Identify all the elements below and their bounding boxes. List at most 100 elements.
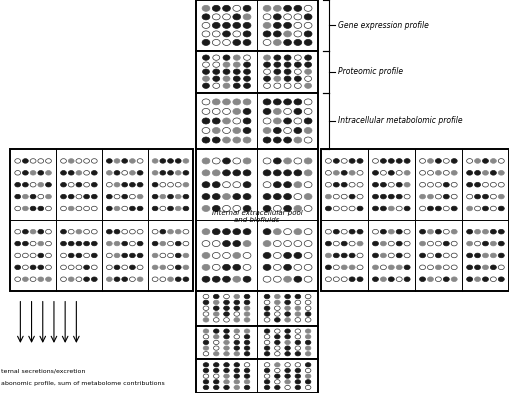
Circle shape <box>233 229 241 235</box>
Circle shape <box>160 194 166 199</box>
Circle shape <box>498 253 504 258</box>
Circle shape <box>264 69 270 74</box>
Circle shape <box>183 230 189 234</box>
Circle shape <box>264 300 270 305</box>
Circle shape <box>284 99 292 105</box>
Circle shape <box>61 206 67 211</box>
Circle shape <box>114 241 120 246</box>
Circle shape <box>294 241 302 246</box>
Circle shape <box>152 182 158 187</box>
Circle shape <box>295 380 301 384</box>
Circle shape <box>274 62 281 67</box>
Circle shape <box>122 194 128 199</box>
Circle shape <box>404 171 410 175</box>
Circle shape <box>285 385 290 389</box>
Circle shape <box>304 276 312 282</box>
Circle shape <box>61 159 67 163</box>
Circle shape <box>396 265 402 270</box>
Bar <box>321 149 509 291</box>
Circle shape <box>114 230 120 234</box>
Circle shape <box>213 374 219 378</box>
Circle shape <box>114 194 120 199</box>
Circle shape <box>233 99 241 105</box>
Circle shape <box>483 230 489 234</box>
Circle shape <box>284 14 292 20</box>
Circle shape <box>428 265 434 270</box>
Circle shape <box>490 277 496 281</box>
Circle shape <box>304 127 312 134</box>
Circle shape <box>333 206 340 211</box>
Circle shape <box>76 159 82 163</box>
Circle shape <box>474 241 480 246</box>
Circle shape <box>243 14 251 20</box>
Circle shape <box>483 253 489 258</box>
Circle shape <box>175 241 181 246</box>
Circle shape <box>325 206 331 211</box>
Circle shape <box>22 182 29 187</box>
Circle shape <box>285 374 290 378</box>
Circle shape <box>106 182 112 187</box>
Circle shape <box>264 294 270 299</box>
Circle shape <box>451 206 457 211</box>
Circle shape <box>212 229 220 235</box>
Circle shape <box>284 127 292 134</box>
Circle shape <box>396 277 402 281</box>
Circle shape <box>223 318 230 322</box>
Circle shape <box>137 159 143 163</box>
Circle shape <box>122 171 128 175</box>
Circle shape <box>129 230 135 234</box>
Circle shape <box>273 118 281 124</box>
Circle shape <box>294 170 302 176</box>
Circle shape <box>305 385 311 389</box>
Circle shape <box>233 194 241 200</box>
Circle shape <box>305 62 312 67</box>
Circle shape <box>222 127 231 134</box>
Circle shape <box>419 253 426 258</box>
Circle shape <box>304 31 312 37</box>
Circle shape <box>341 265 347 270</box>
Circle shape <box>61 194 67 199</box>
Circle shape <box>203 62 209 67</box>
Circle shape <box>129 265 135 270</box>
Circle shape <box>38 171 44 175</box>
Circle shape <box>435 241 441 246</box>
Circle shape <box>106 159 112 163</box>
Circle shape <box>285 334 290 339</box>
Circle shape <box>203 385 209 389</box>
Circle shape <box>203 318 209 322</box>
Circle shape <box>325 182 331 187</box>
Circle shape <box>264 385 270 389</box>
Circle shape <box>388 159 394 163</box>
Circle shape <box>15 159 21 163</box>
Circle shape <box>349 230 355 234</box>
Circle shape <box>341 277 347 281</box>
Circle shape <box>349 194 355 199</box>
Circle shape <box>167 241 174 246</box>
Circle shape <box>284 194 292 200</box>
Circle shape <box>61 230 67 234</box>
Circle shape <box>263 99 271 105</box>
Circle shape <box>305 294 311 299</box>
Circle shape <box>341 171 347 175</box>
Circle shape <box>357 206 363 211</box>
Circle shape <box>474 253 480 258</box>
Circle shape <box>224 334 229 339</box>
Circle shape <box>160 230 166 234</box>
Circle shape <box>175 182 181 187</box>
Circle shape <box>380 171 386 175</box>
Circle shape <box>76 194 82 199</box>
Circle shape <box>244 334 250 339</box>
Circle shape <box>212 118 220 124</box>
Circle shape <box>274 374 280 378</box>
Circle shape <box>212 39 220 46</box>
Circle shape <box>222 31 231 37</box>
Circle shape <box>76 182 82 187</box>
Circle shape <box>203 312 209 316</box>
Circle shape <box>284 108 292 114</box>
Circle shape <box>30 265 36 270</box>
Circle shape <box>349 171 355 175</box>
Circle shape <box>451 277 457 281</box>
Circle shape <box>243 137 251 143</box>
Circle shape <box>202 22 210 28</box>
Circle shape <box>349 182 355 187</box>
